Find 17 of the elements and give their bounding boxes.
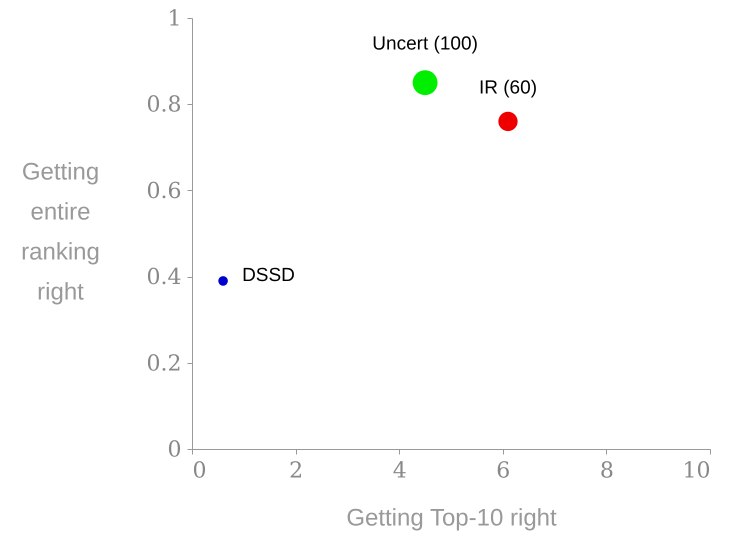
y-tick-label: 0.2 (146, 351, 182, 376)
y-axis-title: Getting entire ranking right (21, 158, 100, 306)
x-tick-label: 8 (600, 458, 614, 484)
y-tick-label: 0.6 (146, 178, 182, 204)
annotation: DSSD (242, 264, 295, 286)
x-tick-label: 0 (192, 458, 206, 484)
x-tick-label: 4 (392, 458, 407, 484)
annotation: Uncert (100) (372, 34, 478, 55)
annotation: IR (60) (478, 77, 538, 98)
y-tick-label: 0 (168, 438, 182, 462)
x-tick-label: 6 (496, 458, 510, 484)
x-axis-title: Getting Top-10 right (346, 504, 558, 532)
y-tick-label: 0.8 (146, 92, 182, 118)
x-tick-label: 2 (289, 458, 304, 484)
y-tick-label: 1 (168, 6, 182, 32)
x-tick-label: 10 (682, 458, 710, 484)
y-tick-label: 0.4 (146, 265, 182, 290)
